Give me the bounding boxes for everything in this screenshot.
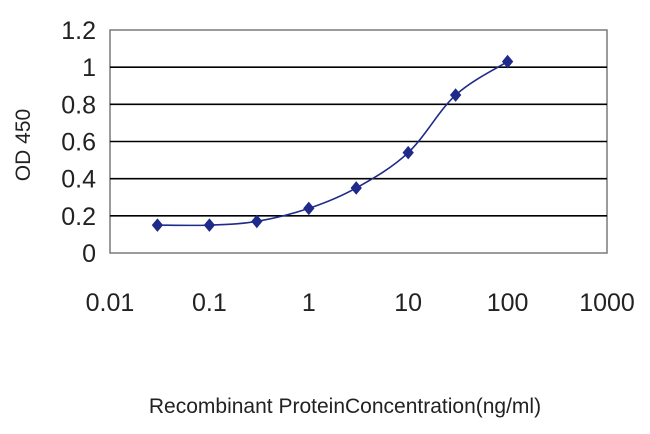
data-point xyxy=(203,218,216,232)
x-axis-title: Recombinant ProteinConcentration(ng/ml) xyxy=(149,395,541,418)
x-tick-label: 1 xyxy=(302,289,316,317)
x-tick-label: 1000 xyxy=(579,289,635,317)
data-point xyxy=(151,218,164,232)
y-tick-label: 0.6 xyxy=(61,129,96,157)
gridlines xyxy=(110,66,607,217)
data-point xyxy=(350,181,362,195)
x-tick-label: 10 xyxy=(394,289,422,317)
x-axis-tick-labels: 0.01 0.1 1 10 100 1000 xyxy=(86,289,635,317)
x-tick-label: 100 xyxy=(487,289,529,317)
y-axis-tick-labels: 0 0.2 0.4 0.6 0.8 1 1.2 xyxy=(61,17,96,268)
series-points xyxy=(151,54,514,232)
data-point xyxy=(449,88,462,102)
y-tick-label: 0 xyxy=(82,240,96,268)
y-tick-label: 1 xyxy=(82,54,96,82)
y-tick-label: 0.8 xyxy=(61,91,96,119)
data-point xyxy=(303,201,315,216)
y-tick-label: 0.4 xyxy=(61,166,96,194)
data-point xyxy=(251,214,263,229)
y-tick-label: 0.2 xyxy=(61,203,96,231)
x-tick-label: 0.01 xyxy=(86,289,135,317)
y-axis-title: OD 450 xyxy=(12,109,35,181)
data-point xyxy=(501,54,514,69)
y-tick-label: 1.2 xyxy=(61,17,96,45)
x-tick-label: 0.1 xyxy=(192,289,227,317)
data-point xyxy=(402,145,414,160)
